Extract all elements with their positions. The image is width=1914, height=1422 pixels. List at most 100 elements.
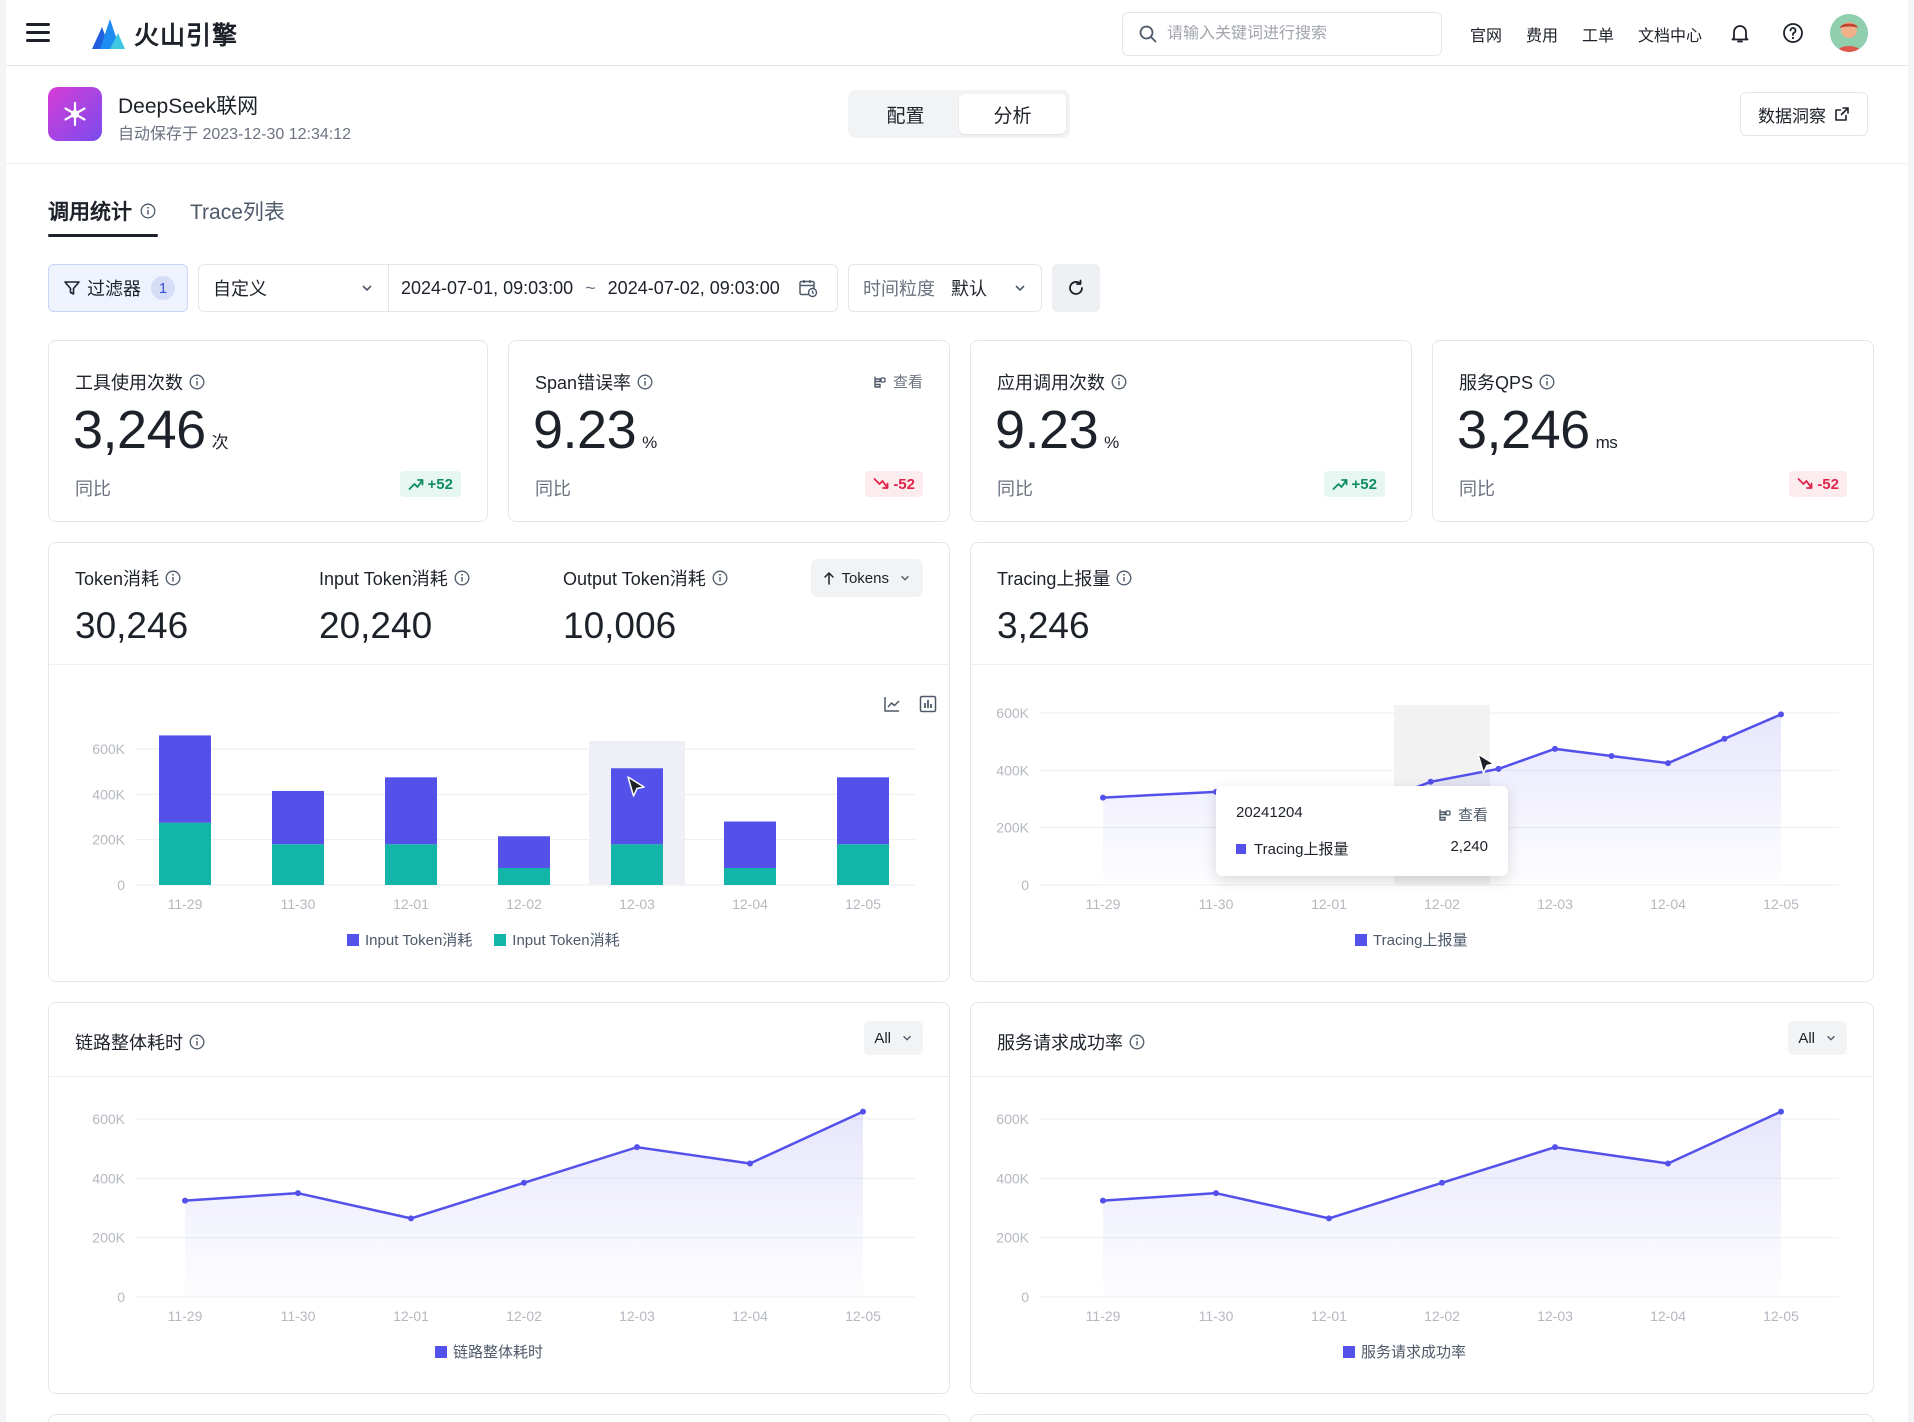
user-avatar[interactable] bbox=[1830, 14, 1868, 52]
info-icon bbox=[189, 374, 205, 390]
granularity-select[interactable]: 时间粒度 默认 bbox=[848, 264, 1042, 312]
data-point bbox=[1778, 1108, 1784, 1115]
chevron-down-icon bbox=[1015, 285, 1025, 292]
mouse-cursor-icon bbox=[1477, 753, 1495, 774]
tab-call-stats[interactable]: 调用统计 bbox=[48, 196, 156, 226]
tooltip-swatch bbox=[1236, 844, 1246, 854]
metric-label: Token消耗 bbox=[75, 569, 160, 589]
granularity-label: 时间粒度 bbox=[863, 279, 935, 299]
y-tick-label: 0 bbox=[1021, 877, 1029, 893]
granularity-value: 默认 bbox=[951, 279, 987, 299]
x-tick-label: 11-29 bbox=[168, 896, 203, 912]
brand-logo[interactable]: 火山引擎 bbox=[90, 16, 238, 52]
success-filter-select[interactable]: All bbox=[1788, 1021, 1847, 1055]
line-chart-icon[interactable] bbox=[883, 695, 901, 713]
data-point bbox=[1427, 778, 1434, 785]
info-icon bbox=[454, 570, 470, 586]
latency-filter-select[interactable]: All bbox=[864, 1021, 923, 1055]
kpi-delta-value: +52 bbox=[427, 475, 453, 493]
metric-tracing: Tracing上报量 3,246 bbox=[997, 565, 1132, 647]
nav-link-billing[interactable]: 费用 bbox=[1526, 28, 1559, 45]
x-tick-label: 11-30 bbox=[1199, 896, 1234, 912]
latency-chart-legend: 链路整体耗时 bbox=[435, 1341, 543, 1362]
legend-item[interactable]: Input Token消耗 bbox=[494, 929, 620, 950]
x-tick-label: 12-03 bbox=[619, 1308, 655, 1324]
data-point bbox=[1100, 1197, 1106, 1204]
kpi-card-app-calls: 应用调用次数 9.23% 同比 +52 bbox=[970, 340, 1412, 522]
help-icon[interactable] bbox=[1781, 21, 1805, 45]
legend-item[interactable]: 服务请求成功率 bbox=[1343, 1341, 1466, 1362]
y-tick-label: 0 bbox=[1021, 1289, 1029, 1305]
token-usage-card: Token消耗 30,246 Input Token消耗 20,240 Outp… bbox=[48, 542, 950, 982]
filter-button[interactable]: 过滤器 1 bbox=[48, 264, 188, 312]
chart-tooltip: 20241204 查看 Tracing上报量 2,240 bbox=[1216, 786, 1508, 876]
bar-segment bbox=[272, 844, 324, 885]
metric-value: 10,006 bbox=[563, 605, 677, 646]
kpi-value-number: 9.23 bbox=[995, 400, 1099, 460]
kpi-title: Span错误率 bbox=[535, 369, 653, 395]
info-icon bbox=[712, 570, 728, 586]
next-card-edge bbox=[48, 1414, 950, 1422]
card-title: 链路整体耗时 bbox=[75, 1033, 183, 1053]
kpi-title-text: 工具使用次数 bbox=[75, 373, 183, 393]
nav-link-docs[interactable]: 文档中心 bbox=[1638, 28, 1703, 45]
tab-trace-list[interactable]: Trace列表 bbox=[190, 201, 285, 224]
kpi-title: 应用调用次数 bbox=[997, 369, 1127, 395]
tooltip-row: Tracing上报量 2,240 bbox=[1236, 838, 1488, 859]
range-preset-select[interactable]: 自定义 bbox=[199, 265, 389, 311]
search-icon bbox=[1139, 25, 1157, 43]
trace-tree-icon bbox=[1439, 809, 1451, 821]
calendar-clock-icon bbox=[799, 280, 818, 298]
bar-segment bbox=[159, 822, 211, 885]
kpi-value: 3,246 ms bbox=[1457, 399, 1618, 461]
y-tick-label: 200K bbox=[996, 820, 1029, 836]
tokens-unit-select[interactable]: Tokens bbox=[811, 559, 923, 597]
metric-value: 3,246 bbox=[997, 605, 1090, 646]
metric-label: Output Token消耗 bbox=[563, 569, 706, 589]
menu-icon[interactable] bbox=[26, 23, 50, 43]
tooltip-view-label: 查看 bbox=[1457, 807, 1488, 824]
bar-chart-icon[interactable] bbox=[919, 695, 937, 713]
chevron-down-icon bbox=[1827, 1035, 1835, 1041]
search-box[interactable] bbox=[1122, 12, 1442, 56]
kpi-value-number: 3,246 bbox=[73, 400, 206, 460]
trend-up-icon bbox=[408, 479, 423, 490]
bar-segment bbox=[724, 868, 776, 885]
kpi-title: 服务QPS bbox=[1459, 369, 1555, 395]
nav-link-tickets[interactable]: 工单 bbox=[1582, 28, 1615, 45]
bar-segment bbox=[611, 768, 663, 845]
kpi-view-link[interactable]: 查看 bbox=[873, 371, 923, 392]
trend-down-icon bbox=[1797, 478, 1813, 489]
kpi-delta-value: -52 bbox=[1817, 475, 1839, 493]
data-point bbox=[182, 1197, 188, 1204]
data-insight-button[interactable]: 数据洞察 bbox=[1740, 92, 1868, 136]
data-insight-label: 数据洞察 bbox=[1758, 106, 1826, 126]
kpi-value-number: 9.23 bbox=[533, 400, 637, 460]
tooltip-view-link[interactable]: 查看 bbox=[1438, 804, 1488, 825]
y-tick-label: 600K bbox=[996, 1111, 1029, 1127]
bell-icon[interactable] bbox=[1728, 21, 1752, 45]
nav-link-home[interactable]: 官网 bbox=[1470, 28, 1503, 45]
x-tick-label: 11-30 bbox=[1199, 1308, 1234, 1324]
success-chart-legend: 服务请求成功率 bbox=[1343, 1341, 1466, 1362]
date-range-input[interactable]: 2024-07-01, 09:03:00 ~ 2024-07-02, 09:03… bbox=[389, 278, 837, 299]
bar-segment bbox=[272, 790, 324, 845]
data-point bbox=[634, 1144, 640, 1151]
y-tick-label: 400K bbox=[92, 786, 125, 802]
kpi-unit: 次 bbox=[211, 433, 229, 452]
legend-item[interactable]: 链路整体耗时 bbox=[435, 1341, 543, 1362]
y-tick-label: 600K bbox=[92, 1111, 125, 1127]
tab-config[interactable]: 配置 bbox=[886, 105, 925, 127]
metric-input-token: Input Token消耗 20,240 bbox=[319, 565, 470, 647]
x-tick-label: 11-29 bbox=[1086, 896, 1121, 912]
x-tick-label: 12-05 bbox=[845, 1308, 881, 1324]
legend-item[interactable]: Input Token消耗 bbox=[347, 929, 472, 950]
search-input[interactable] bbox=[1167, 25, 1427, 43]
legend-item[interactable]: Tracing上报量 bbox=[1355, 929, 1467, 950]
refresh-button[interactable] bbox=[1052, 264, 1100, 312]
tab-analysis[interactable]: 分析 bbox=[959, 94, 1066, 134]
kpi-delta-value: -52 bbox=[893, 475, 915, 493]
metric-token-total: Token消耗 30,246 bbox=[75, 565, 188, 647]
info-icon bbox=[637, 374, 653, 390]
kpi-unit: % bbox=[642, 433, 657, 452]
